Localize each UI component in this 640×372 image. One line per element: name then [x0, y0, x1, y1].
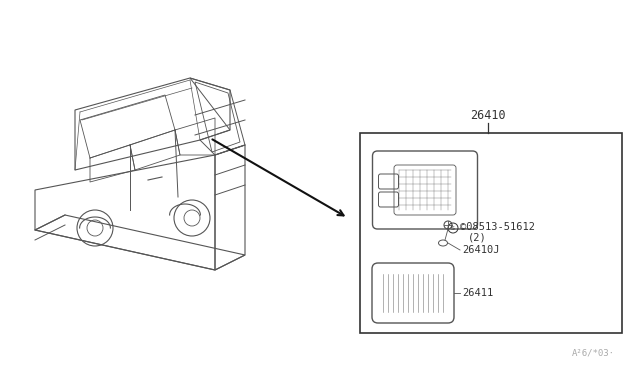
- Text: 26410J: 26410J: [462, 245, 499, 255]
- Text: (2): (2): [468, 232, 487, 242]
- Text: A²6/*03·: A²6/*03·: [572, 349, 615, 358]
- Text: 26411: 26411: [462, 288, 493, 298]
- Text: S: S: [451, 226, 455, 231]
- Text: 26410: 26410: [470, 109, 506, 122]
- Bar: [360, 133, 622, 333]
- Text: ©08513-51612: ©08513-51612: [460, 222, 535, 232]
